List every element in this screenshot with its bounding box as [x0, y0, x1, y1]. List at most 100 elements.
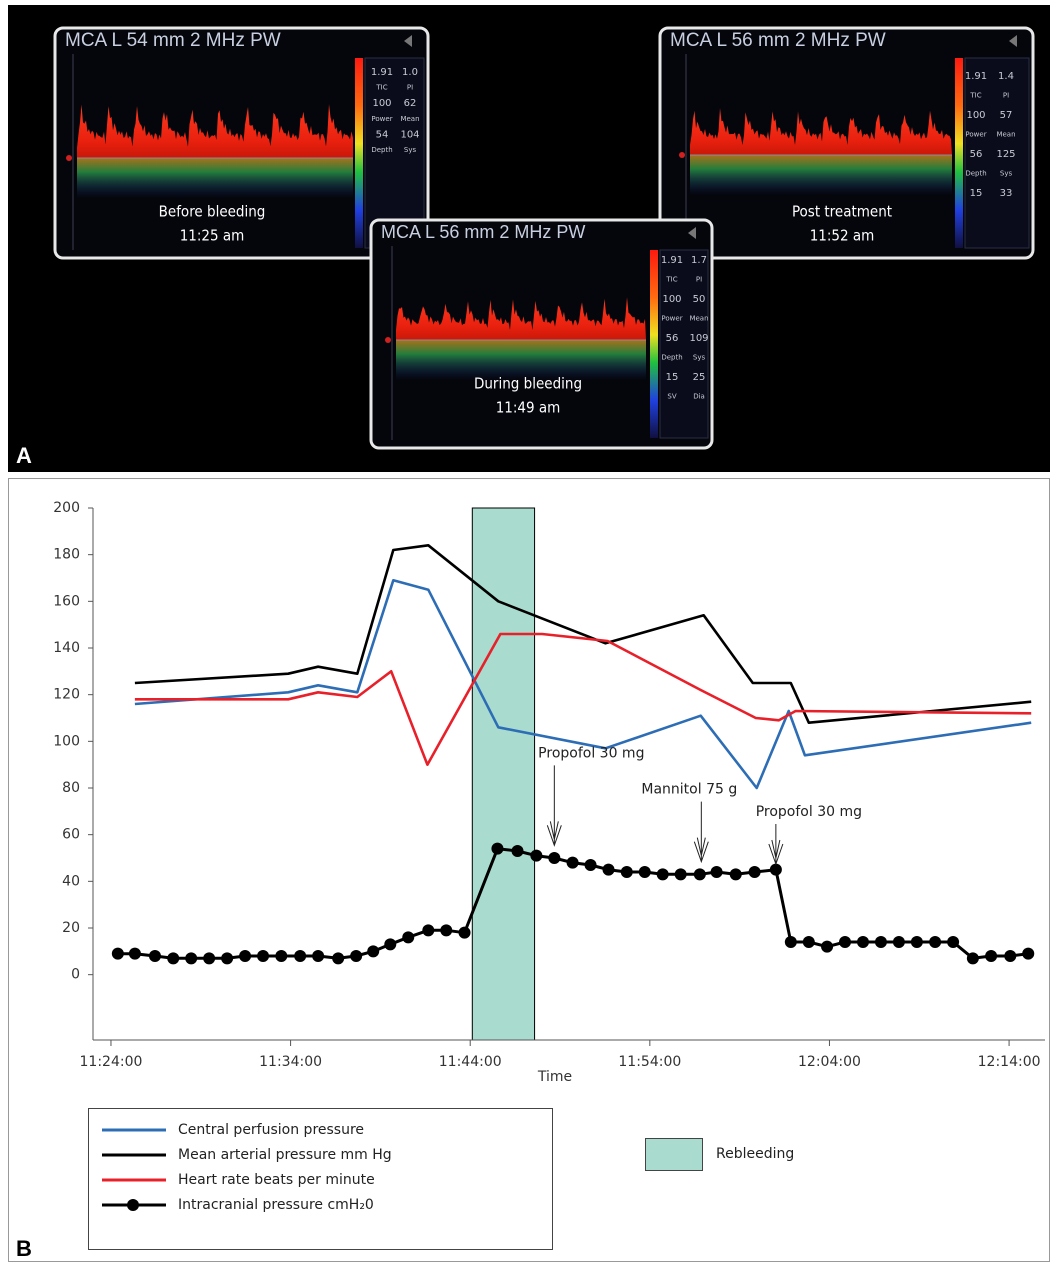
y-tick-label: 140 [53, 640, 80, 656]
readout-cell: Sys [404, 146, 417, 154]
series-marker [638, 866, 651, 878]
legend-label: Intracranial pressure cmH₂0 [178, 1197, 374, 1213]
readout-cell: Dia [693, 393, 705, 401]
baseline-marker [385, 337, 391, 343]
series-marker [257, 950, 270, 962]
x-axis-label: Time [537, 1069, 572, 1085]
readout-cell: TIC [665, 276, 677, 284]
doppler-screen: MCA L 54 mm 2 MHz PW 1.91 1.0 TIC PI 100 62 Pow… [53, 26, 430, 260]
readout-cell: 1.91 [965, 71, 987, 82]
readout-cell: 104 [400, 129, 419, 140]
series-marker [566, 856, 579, 869]
y-tick-label: 20 [62, 920, 80, 936]
series-marker [584, 859, 597, 871]
screen-caption: 11:49 am [496, 399, 561, 417]
speaker-icon [688, 227, 696, 239]
doppler-under [396, 340, 646, 380]
series-marker [620, 866, 633, 878]
doppler-screen: MCA L 56 mm 2 MHz PW 1.91 1.4 TIC PI 100 57 Pow… [658, 26, 1035, 260]
series-marker [294, 950, 307, 962]
series-marker [422, 924, 435, 937]
baseline-marker [679, 152, 685, 158]
readout-cell: 1.91 [371, 67, 393, 78]
series-marker [910, 936, 923, 948]
readout-cell: Sys [693, 354, 706, 362]
readout-cell: Mean [996, 131, 1015, 139]
doppler-under [690, 155, 952, 195]
series-marker [769, 863, 782, 876]
readout-cell: 1.0 [402, 67, 418, 78]
y-tick-label: 40 [62, 873, 80, 889]
series-marker [458, 926, 471, 939]
series-marker [148, 950, 161, 962]
readout-cell: Depth [371, 146, 392, 154]
series-marker [111, 947, 124, 960]
color-bar [355, 58, 363, 248]
series-marker [748, 866, 761, 878]
readout-cell: 15 [970, 188, 983, 199]
x-tick-label: 11:44:00 [439, 1054, 502, 1070]
x-tick-label: 11:34:00 [259, 1054, 322, 1070]
color-bar [955, 58, 963, 248]
annotation-arrow [693, 801, 709, 864]
readout-cell: 125 [996, 149, 1015, 160]
shaded-region [471, 507, 536, 1041]
screen-caption: During bleeding [474, 375, 582, 393]
readout-cell: Depth [661, 354, 682, 362]
baseline-marker [66, 155, 72, 161]
readout-cell: 1.4 [998, 71, 1014, 82]
series-line [134, 632, 1032, 766]
series-marker [548, 852, 561, 864]
series-marker [656, 868, 669, 881]
readout-panel [659, 249, 709, 439]
readout-cell: Power [371, 115, 392, 123]
series-marker [350, 950, 363, 962]
screen-caption: Post treatment [792, 203, 892, 221]
speaker-icon [404, 35, 412, 47]
series-marker [856, 936, 869, 948]
legend-label: Heart rate beats per minute [178, 1172, 375, 1188]
series-marker [693, 868, 706, 881]
series-marker [275, 950, 288, 962]
series-marker [784, 936, 797, 948]
readout-cell: Sys [1000, 170, 1013, 178]
annotation: Mannitol 75 g [641, 782, 737, 798]
series-line [134, 544, 1032, 724]
readout-cell: Power [661, 315, 682, 323]
panel-a: MCA L 54 mm 2 MHz PW 1.91 1.0 TIC PI 100 62 Pow… [53, 26, 1035, 450]
annotation-arrow [546, 765, 562, 847]
readout-cell: Mean [400, 115, 419, 123]
series-marker [821, 940, 834, 953]
series-marker [839, 936, 852, 948]
legend-label: Mean arterial pressure mm Hg [178, 1147, 392, 1163]
series-marker [929, 936, 942, 948]
series-marker [402, 931, 415, 944]
x-tick-label: 11:24:00 [80, 1054, 143, 1070]
readout-cell: Power [965, 131, 986, 139]
x-tick-label: 12:14:00 [978, 1054, 1041, 1070]
series-marker [947, 936, 960, 948]
screen-caption: 11:25 am [180, 227, 245, 245]
readout-cell: PI [1003, 92, 1009, 100]
series-marker [491, 842, 504, 855]
series-marker [367, 945, 380, 958]
speaker-icon [1009, 35, 1017, 47]
readout-cell: TIC [375, 84, 387, 92]
readout-cell: 100 [966, 110, 985, 121]
series-marker [602, 863, 615, 876]
readout-panel [364, 57, 425, 249]
readout-cell: 109 [689, 333, 708, 344]
readout-cell: SV [667, 393, 676, 401]
screen-caption: 11:52 am [810, 227, 875, 245]
annotation-arrow [768, 824, 784, 866]
series-line [134, 579, 1032, 790]
readout-cell: 15 [666, 372, 679, 383]
doppler-flow [396, 297, 646, 340]
readout-cell: 62 [404, 98, 417, 109]
series-marker [802, 936, 815, 948]
series-marker [1022, 947, 1035, 960]
y-tick-label: 200 [53, 500, 80, 516]
annotation: Propofol 30 mg [756, 804, 862, 820]
readout-cell: 56 [970, 149, 983, 160]
